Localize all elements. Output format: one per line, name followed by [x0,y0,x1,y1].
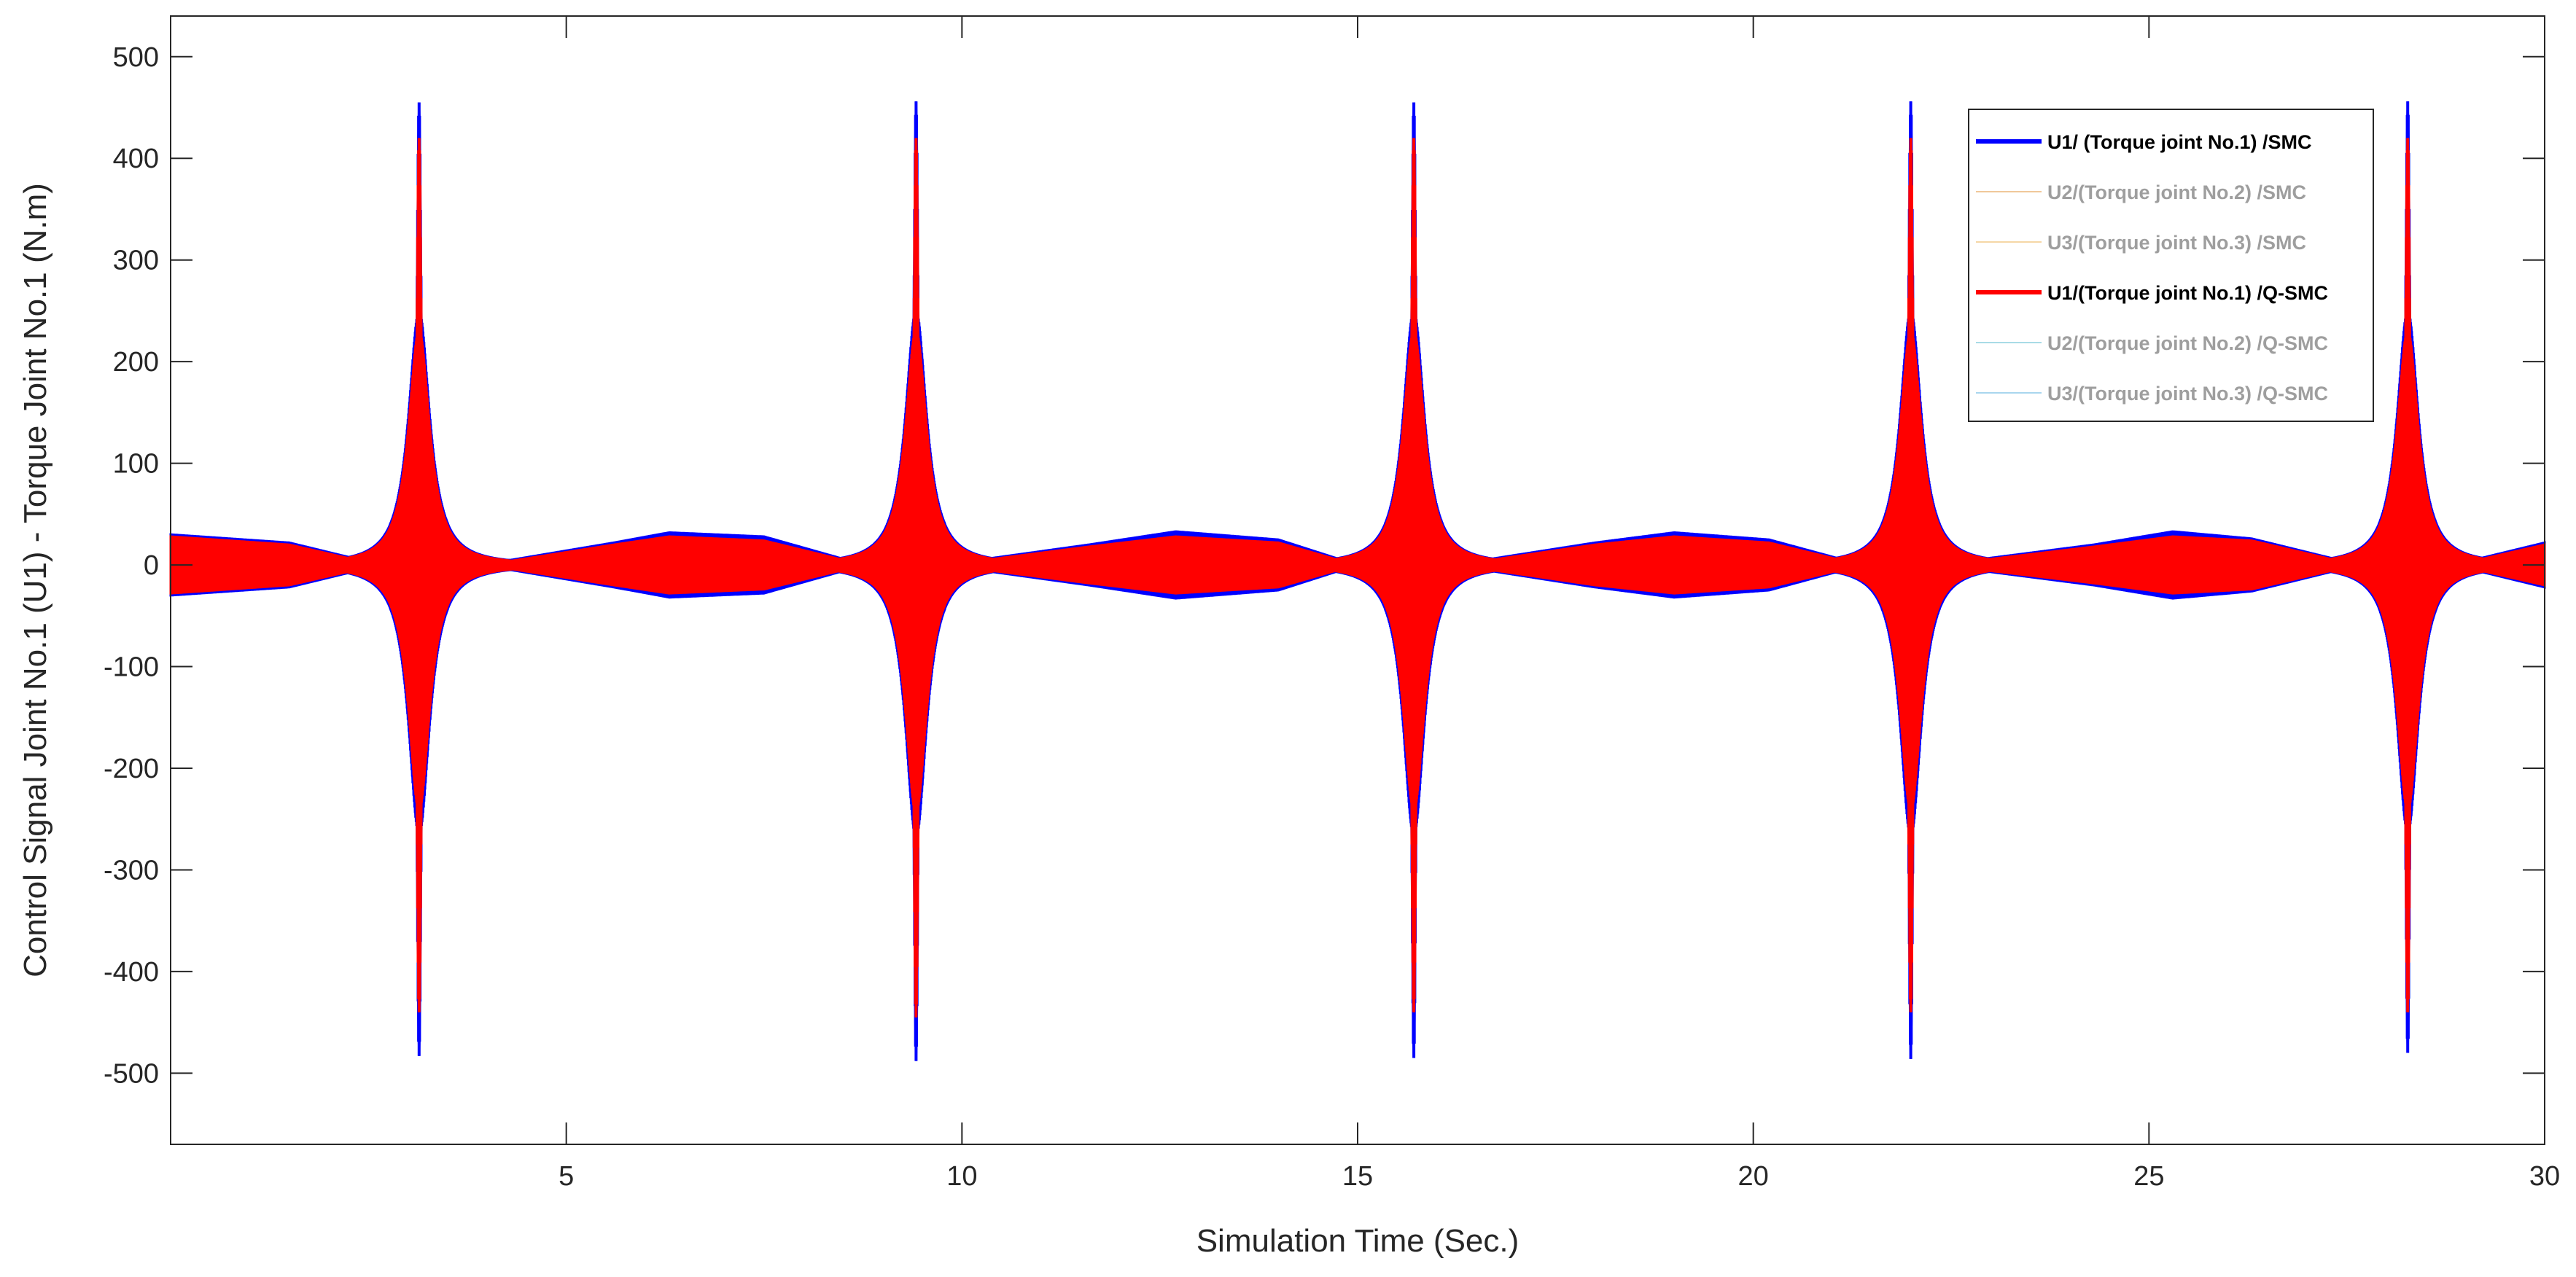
legend-label-1: U2/(Torque joint No.2) /SMC [2047,181,2306,203]
y-tick-label-9: -400 [104,957,159,988]
legend-label-0: U1/ (Torque joint No.1) /SMC [2047,131,2311,153]
x-tick-label-3: 20 [1738,1161,1769,1192]
legend-label-5: U3/(Torque joint No.3) /Q-SMC [2047,383,2328,405]
y-axis-label: Control Signal Joint No.1 (U1) - Torque … [17,183,53,977]
series-3-spike-2 [1384,138,1444,1012]
y-tick-label-0: 500 [113,42,159,73]
y-tick-label-1: 400 [113,144,159,174]
y-tick-label-3: 200 [113,347,159,378]
legend-box [1968,109,2374,422]
legend-label-2: U3/(Torque joint No.3) /SMC [2047,232,2306,254]
x-tick-label-2: 15 [1342,1161,1373,1192]
y-tick-label-4: 100 [113,449,159,480]
plot-series [169,101,2546,1061]
series-3-spike-1 [886,138,946,1018]
series-3-spike-3 [1880,138,1941,1012]
y-tick-label-7: -200 [104,754,159,784]
y-tick-label-5: 0 [144,550,159,581]
axis-tick-labels: 5 10 15 20 25 30 500 400 300 200 100 0 -100 -200 -300 -… [104,42,2560,1192]
x-tick-label-5: 30 [2529,1161,2560,1192]
y-tick-label-2: 300 [113,246,159,276]
series-3-spike-4 [2378,138,2438,1012]
axis-ticks [171,16,2545,1144]
x-tick-label-4: 25 [2133,1161,2164,1192]
series-3-spike-0 [389,138,449,1012]
y-tick-label-10: -500 [104,1058,159,1089]
y-tick-label-8: -300 [104,855,159,886]
legend: U1/ (Torque joint No.1) /SMC U2/(Torque j… [1968,109,2374,422]
series-3-group [169,138,2546,1018]
y-tick-label-6: -100 [104,652,159,683]
x-axis-label: Simulation Time (Sec.) [1196,1223,1519,1259]
legend-label-3: U1/(Torque joint No.1) /Q-SMC [2047,282,2328,304]
x-tick-label-1: 10 [946,1161,977,1192]
legend-label-4: U2/(Torque joint No.2) /Q-SMC [2047,332,2328,354]
x-tick-label-0: 5 [559,1161,574,1192]
